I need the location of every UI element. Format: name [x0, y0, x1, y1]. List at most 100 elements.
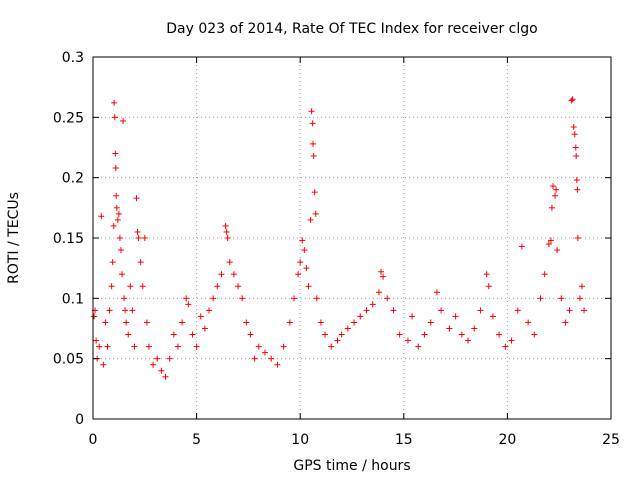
x-tick-label: 20: [498, 432, 516, 448]
data-point: [427, 319, 434, 326]
data-point: [193, 343, 200, 350]
data-point: [102, 319, 109, 326]
x-tick-label: 5: [192, 432, 201, 448]
data-point: [421, 331, 428, 338]
data-point: [145, 343, 152, 350]
data-point: [508, 337, 515, 344]
y-tick-label: 0.3: [62, 50, 84, 66]
data-point: [307, 216, 314, 223]
data-point: [230, 271, 237, 278]
data-point: [115, 210, 122, 217]
data-point: [280, 343, 287, 350]
data-point: [261, 349, 268, 356]
data-point: [311, 189, 318, 196]
data-point: [150, 361, 157, 368]
data-point: [485, 283, 492, 290]
x-tick-label: 25: [602, 432, 620, 448]
data-point: [380, 273, 387, 280]
data-point: [483, 271, 490, 278]
data-point: [574, 186, 581, 193]
data-point: [255, 343, 262, 350]
data-point: [123, 319, 130, 326]
data-point: [104, 343, 111, 350]
x-axis-label: GPS time / hours: [293, 458, 410, 474]
data-point: [226, 259, 233, 266]
data-point: [239, 295, 246, 302]
y-tick-label: 0.2: [62, 171, 84, 187]
data-point: [251, 355, 258, 362]
data-point: [113, 204, 120, 211]
data-point: [552, 192, 559, 199]
data-point: [125, 331, 132, 338]
data-point: [106, 307, 113, 314]
data-point: [404, 337, 411, 344]
data-point: [96, 343, 103, 350]
data-point: [112, 165, 119, 172]
data-point: [458, 331, 465, 338]
data-point: [578, 283, 585, 290]
data-point: [312, 210, 319, 217]
data-point: [531, 331, 538, 338]
data-point: [322, 331, 329, 338]
data-point: [141, 235, 148, 241]
data-point: [137, 259, 144, 266]
data-point: [133, 195, 140, 202]
y-tick-label: 0: [75, 412, 84, 428]
data-point: [369, 301, 376, 308]
data-point: [477, 307, 484, 314]
data-point: [297, 259, 304, 266]
x-tick-label: 0: [89, 432, 98, 448]
data-point: [243, 319, 250, 326]
data-point: [310, 140, 317, 147]
data-point: [471, 325, 478, 332]
x-tick-label: 10: [291, 432, 309, 448]
data-point: [569, 96, 576, 103]
data-point: [514, 307, 521, 314]
data-point: [120, 117, 127, 124]
data-point: [537, 295, 544, 302]
data-point: [465, 337, 472, 344]
data-point: [224, 235, 231, 241]
data-point: [309, 120, 316, 127]
data-point: [91, 313, 98, 320]
data-point: [303, 265, 310, 272]
data-point: [100, 361, 107, 368]
data-point: [111, 114, 118, 121]
data-point: [574, 235, 581, 241]
data-point: [305, 283, 312, 290]
data-point: [518, 243, 525, 250]
data-point: [166, 355, 173, 362]
data-point: [328, 343, 335, 350]
data-point: [170, 331, 177, 338]
data-point: [109, 259, 116, 266]
data-point: [547, 237, 554, 244]
data-point: [553, 186, 560, 193]
data-point: [568, 97, 575, 104]
data-point: [223, 228, 230, 235]
data-point: [308, 108, 315, 115]
data-point: [489, 313, 496, 320]
data-point: [121, 295, 128, 302]
data-point: [570, 123, 577, 130]
data-point: [344, 325, 351, 332]
data-point: [357, 313, 364, 320]
data-point: [274, 361, 281, 368]
data-point: [197, 313, 204, 320]
data-point: [119, 271, 126, 278]
data-point: [301, 247, 308, 254]
data-point: [502, 343, 509, 350]
data-point: [409, 313, 416, 320]
data-point: [525, 319, 532, 326]
data-point: [313, 295, 320, 302]
data-point: [268, 355, 275, 362]
grid-layer: [93, 57, 611, 419]
data-point: [384, 295, 391, 302]
y-tick-label: 0.25: [53, 110, 84, 126]
data-point: [111, 99, 118, 106]
data-point: [562, 319, 569, 326]
data-point: [438, 307, 445, 314]
data-point: [114, 216, 121, 223]
data-point: [446, 325, 453, 332]
data-point: [179, 319, 186, 326]
